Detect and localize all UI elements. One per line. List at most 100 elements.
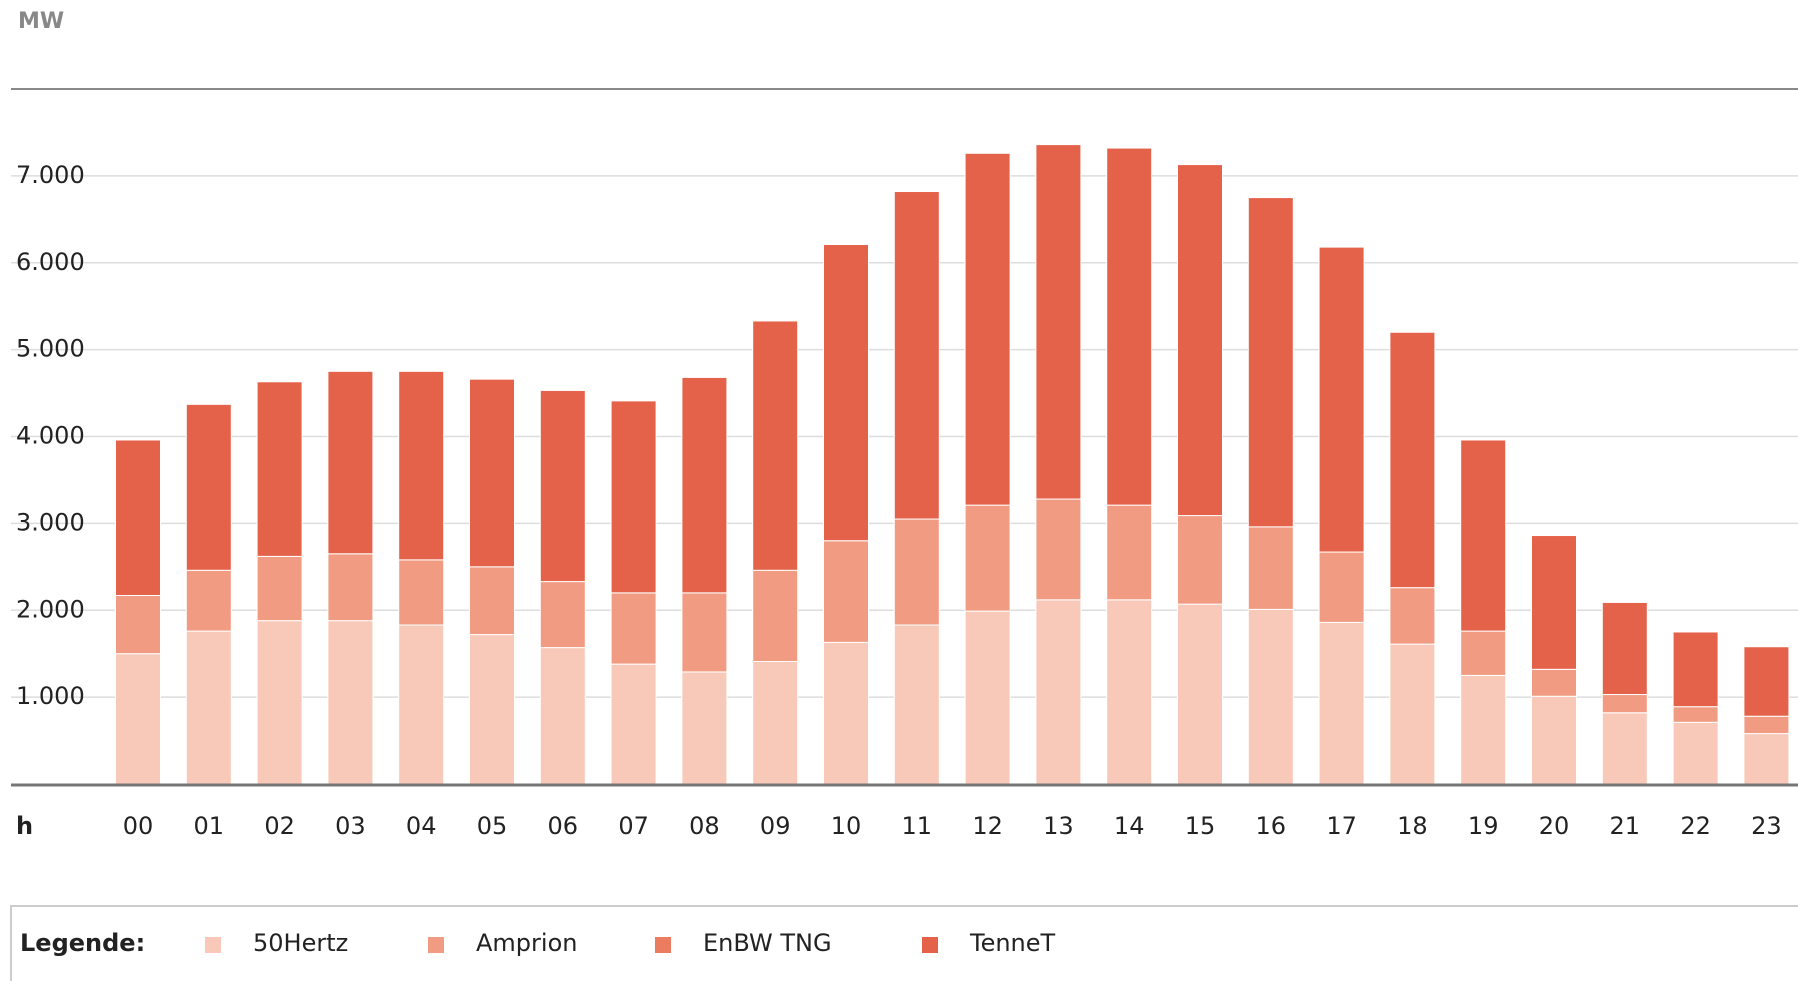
y-tick-label: 2.000 [16,595,85,623]
bar-segment [893,191,940,520]
x-tick-label: 12 [972,812,1003,840]
bar-segment [1106,504,1153,601]
bar-segment [681,376,728,594]
bar-segment [1743,715,1790,735]
x-tick-label: 18 [1397,812,1428,840]
bar-segment [610,592,657,665]
bar-segment [1247,197,1294,528]
bar-segment [327,553,374,622]
x-tick-label: 15 [1185,812,1216,840]
legend-label: Amprion [476,929,577,957]
y-tick-label: 3.000 [16,508,85,536]
legend-swatch [428,937,444,953]
bar-segment [398,624,445,785]
x-tick-label: 06 [548,812,579,840]
bar-segment [1743,646,1790,717]
bar-segment [964,504,1011,612]
bar-segment [1247,608,1294,785]
x-tick-label: 05 [477,812,508,840]
bar-segment [1106,599,1153,785]
bar-segment [1318,246,1365,553]
legend-title: Legende: [20,929,145,957]
y-tick-label: 1.000 [16,682,85,710]
bar-segment [1460,674,1507,785]
bar-segment [1177,164,1223,517]
x-tick-label: 11 [902,812,933,840]
legend-swatch [205,937,221,953]
bar-segment [1318,621,1365,785]
bar-segment [185,630,232,785]
x-tick-label: 08 [689,812,720,840]
bar-segment [1531,535,1577,670]
y-tick-label: 4.000 [16,422,85,450]
x-tick-label: 00 [123,812,154,840]
bar-segment [1460,439,1507,632]
bar-segment [823,540,869,643]
legend-label: TenneT [969,929,1056,957]
x-tick-label: 21 [1610,812,1641,840]
x-axis-label: h [16,812,33,840]
bar-segment [115,439,161,596]
x-tick-label: 23 [1751,812,1782,840]
x-tick-label: 03 [335,812,366,840]
bar-segment [327,370,374,555]
bar-segment [964,610,1011,785]
bar-segment [752,569,799,663]
legend-swatch [655,937,671,953]
x-tick-label: 02 [264,812,295,840]
bar-segment [681,671,728,785]
y-tick-label: 5.000 [16,335,85,363]
bar-segment [752,661,799,785]
bar-segment [1672,721,1719,785]
legend-label: 50Hertz [253,929,348,957]
x-tick-label: 17 [1326,812,1357,840]
bar-segment [115,594,161,655]
y-tick-label: 7.000 [16,161,85,189]
x-tick-label: 14 [1114,812,1145,840]
bar-segment [893,624,940,785]
x-tick-label: 04 [406,812,437,840]
bar-segment [256,620,303,785]
bar-segment [469,378,515,568]
legend-swatch [922,937,938,953]
bar-segment [469,566,515,636]
x-tick-label: 19 [1468,812,1499,840]
bar-segment [823,641,869,785]
x-tick-label: 20 [1539,812,1570,840]
bar-segment [185,403,232,571]
legend-label: EnBW TNG [703,929,832,957]
x-tick-label: 01 [194,812,225,840]
bar-segment [1460,630,1507,676]
bar-segment [1531,668,1577,697]
bar-segment [610,400,657,594]
bar-segment [398,370,445,561]
bar-segment [1247,526,1294,610]
bar-segment [327,620,374,785]
legend-box [10,905,1798,981]
x-tick-label: 22 [1680,812,1711,840]
bar-segment [1601,601,1648,696]
x-tick-label: 16 [1256,812,1287,840]
bar-segment [823,244,869,542]
bar-segment [539,389,586,583]
y-tick-label: 6.000 [16,248,85,276]
bar-segment [1106,147,1153,506]
bar-segment [115,653,161,785]
bar-segment [1035,599,1082,785]
bar-segment [681,592,728,673]
bar-segment [256,381,303,557]
bar-segment [256,555,303,622]
bar-segment [1177,515,1223,605]
bar-segment [539,647,586,785]
bar-segment [610,663,657,785]
bar-segment [1601,694,1648,714]
x-tick-label: 13 [1043,812,1074,840]
bar-segment [185,569,232,632]
bar-segment [1531,695,1577,785]
bar-segment [539,581,586,649]
bar-segment [1318,551,1365,623]
bar-segment [1035,144,1082,500]
bar-segment [1389,331,1436,589]
bar-segment [398,559,445,626]
